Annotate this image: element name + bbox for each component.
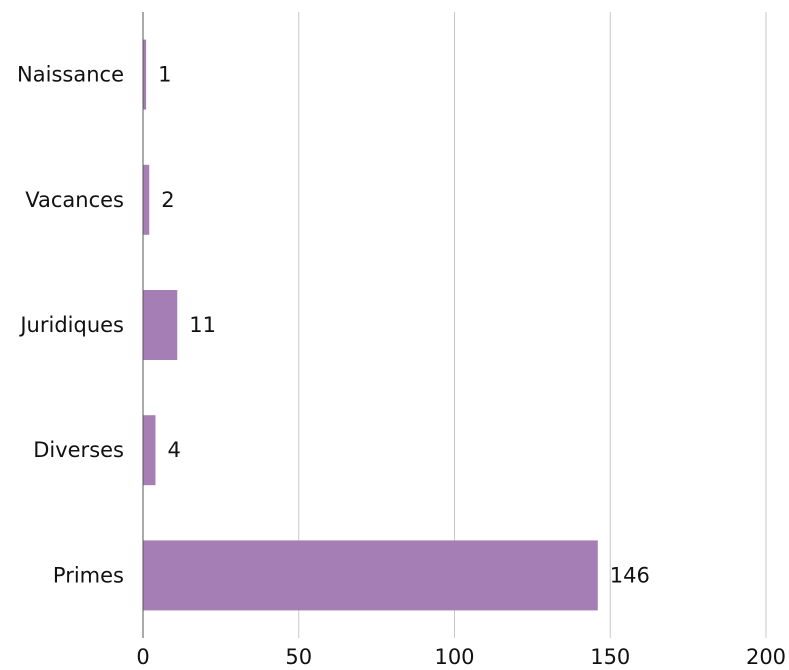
data-label-diverses: 4 xyxy=(167,438,180,462)
x-tick-label-100: 100 xyxy=(434,645,474,669)
bar-juridiques xyxy=(143,290,178,360)
data-label-vacances: 2 xyxy=(161,188,174,212)
data-labels: 1 2 11 4 146 xyxy=(158,63,650,588)
bar-primes xyxy=(143,540,598,611)
bars xyxy=(143,39,598,611)
data-label-naissance: 1 xyxy=(158,63,171,87)
bar-diverses xyxy=(143,415,156,486)
bar-naissance xyxy=(143,39,147,110)
bar-vacances xyxy=(143,164,150,235)
data-label-juridiques: 11 xyxy=(189,313,216,337)
x-tick-label-50: 50 xyxy=(285,645,312,669)
category-label-diverses: Diverses xyxy=(33,438,124,462)
category-label-primes: Primes xyxy=(53,563,124,587)
x-tick-label-0: 0 xyxy=(136,645,149,669)
category-label-vacances: Vacances xyxy=(25,188,124,212)
x-tick-label-150: 150 xyxy=(590,645,630,669)
category-labels: Naissance Vacances Juridiques Diverses Prime… xyxy=(17,63,124,588)
x-tick-label-200: 200 xyxy=(746,645,786,669)
category-label-juridiques: Juridiques xyxy=(18,313,124,337)
gridlines xyxy=(298,12,767,638)
data-label-primes: 146 xyxy=(610,563,650,587)
category-label-naissance: Naissance xyxy=(17,63,124,87)
x-tick-labels: 0 50 100 150 200 xyxy=(136,645,786,669)
